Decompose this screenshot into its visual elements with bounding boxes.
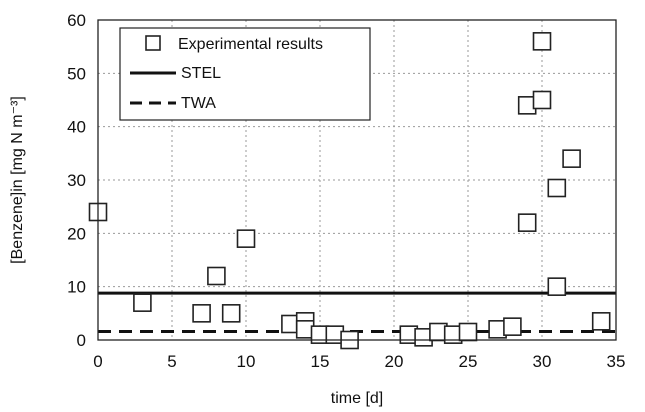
data-point — [532, 32, 552, 51]
legend-marker-experimental — [145, 35, 161, 51]
y-axis-label: [Benzene]in [mg N m⁻³] — [9, 96, 26, 264]
data-point — [547, 178, 567, 198]
x-tick-labels: 0 5 10 15 20 25 30 35 — [93, 352, 625, 371]
legend: Experimental results STEL TWA — [119, 27, 371, 121]
data-point — [562, 149, 581, 168]
y-tick-label: 0 — [77, 331, 86, 350]
y-tick-label: 50 — [67, 64, 86, 83]
plot-frame — [97, 19, 617, 341]
x-tick-label: 10 — [237, 352, 256, 371]
legend-label-experimental: Experimental results — [178, 36, 323, 53]
y-tick-label: 60 — [67, 11, 86, 30]
data-point — [236, 229, 256, 248]
data-point — [192, 304, 211, 323]
legend-label-twa: TWA — [181, 95, 216, 112]
x-tick-label: 15 — [311, 352, 330, 371]
legend-label-stel: STEL — [181, 65, 221, 82]
x-tick-label: 25 — [459, 352, 478, 371]
data-points — [88, 32, 611, 350]
y-tick-label: 30 — [67, 171, 86, 190]
data-point — [207, 266, 226, 286]
y-tick-label: 20 — [67, 224, 86, 243]
data-point — [503, 317, 522, 336]
data-point — [133, 293, 152, 312]
data-point — [221, 304, 241, 323]
data-point — [458, 322, 478, 342]
data-point — [532, 90, 552, 110]
limit-lines — [98, 291, 616, 333]
y-tick-label: 40 — [67, 118, 86, 137]
x-tick-label: 35 — [607, 352, 626, 371]
data-point — [547, 277, 567, 296]
x-tick-label: 5 — [167, 352, 176, 371]
y-tick-labels: 0 10 20 30 40 50 60 — [67, 11, 86, 350]
y-tick-label: 10 — [67, 278, 86, 297]
grid-lines — [98, 20, 616, 340]
data-point — [517, 213, 537, 232]
x-axis-label: time [d] — [331, 390, 383, 407]
x-tick-label: 20 — [385, 352, 404, 371]
data-point — [591, 312, 611, 331]
x-tick-label: 0 — [93, 352, 102, 371]
x-tick-label: 30 — [533, 352, 552, 371]
